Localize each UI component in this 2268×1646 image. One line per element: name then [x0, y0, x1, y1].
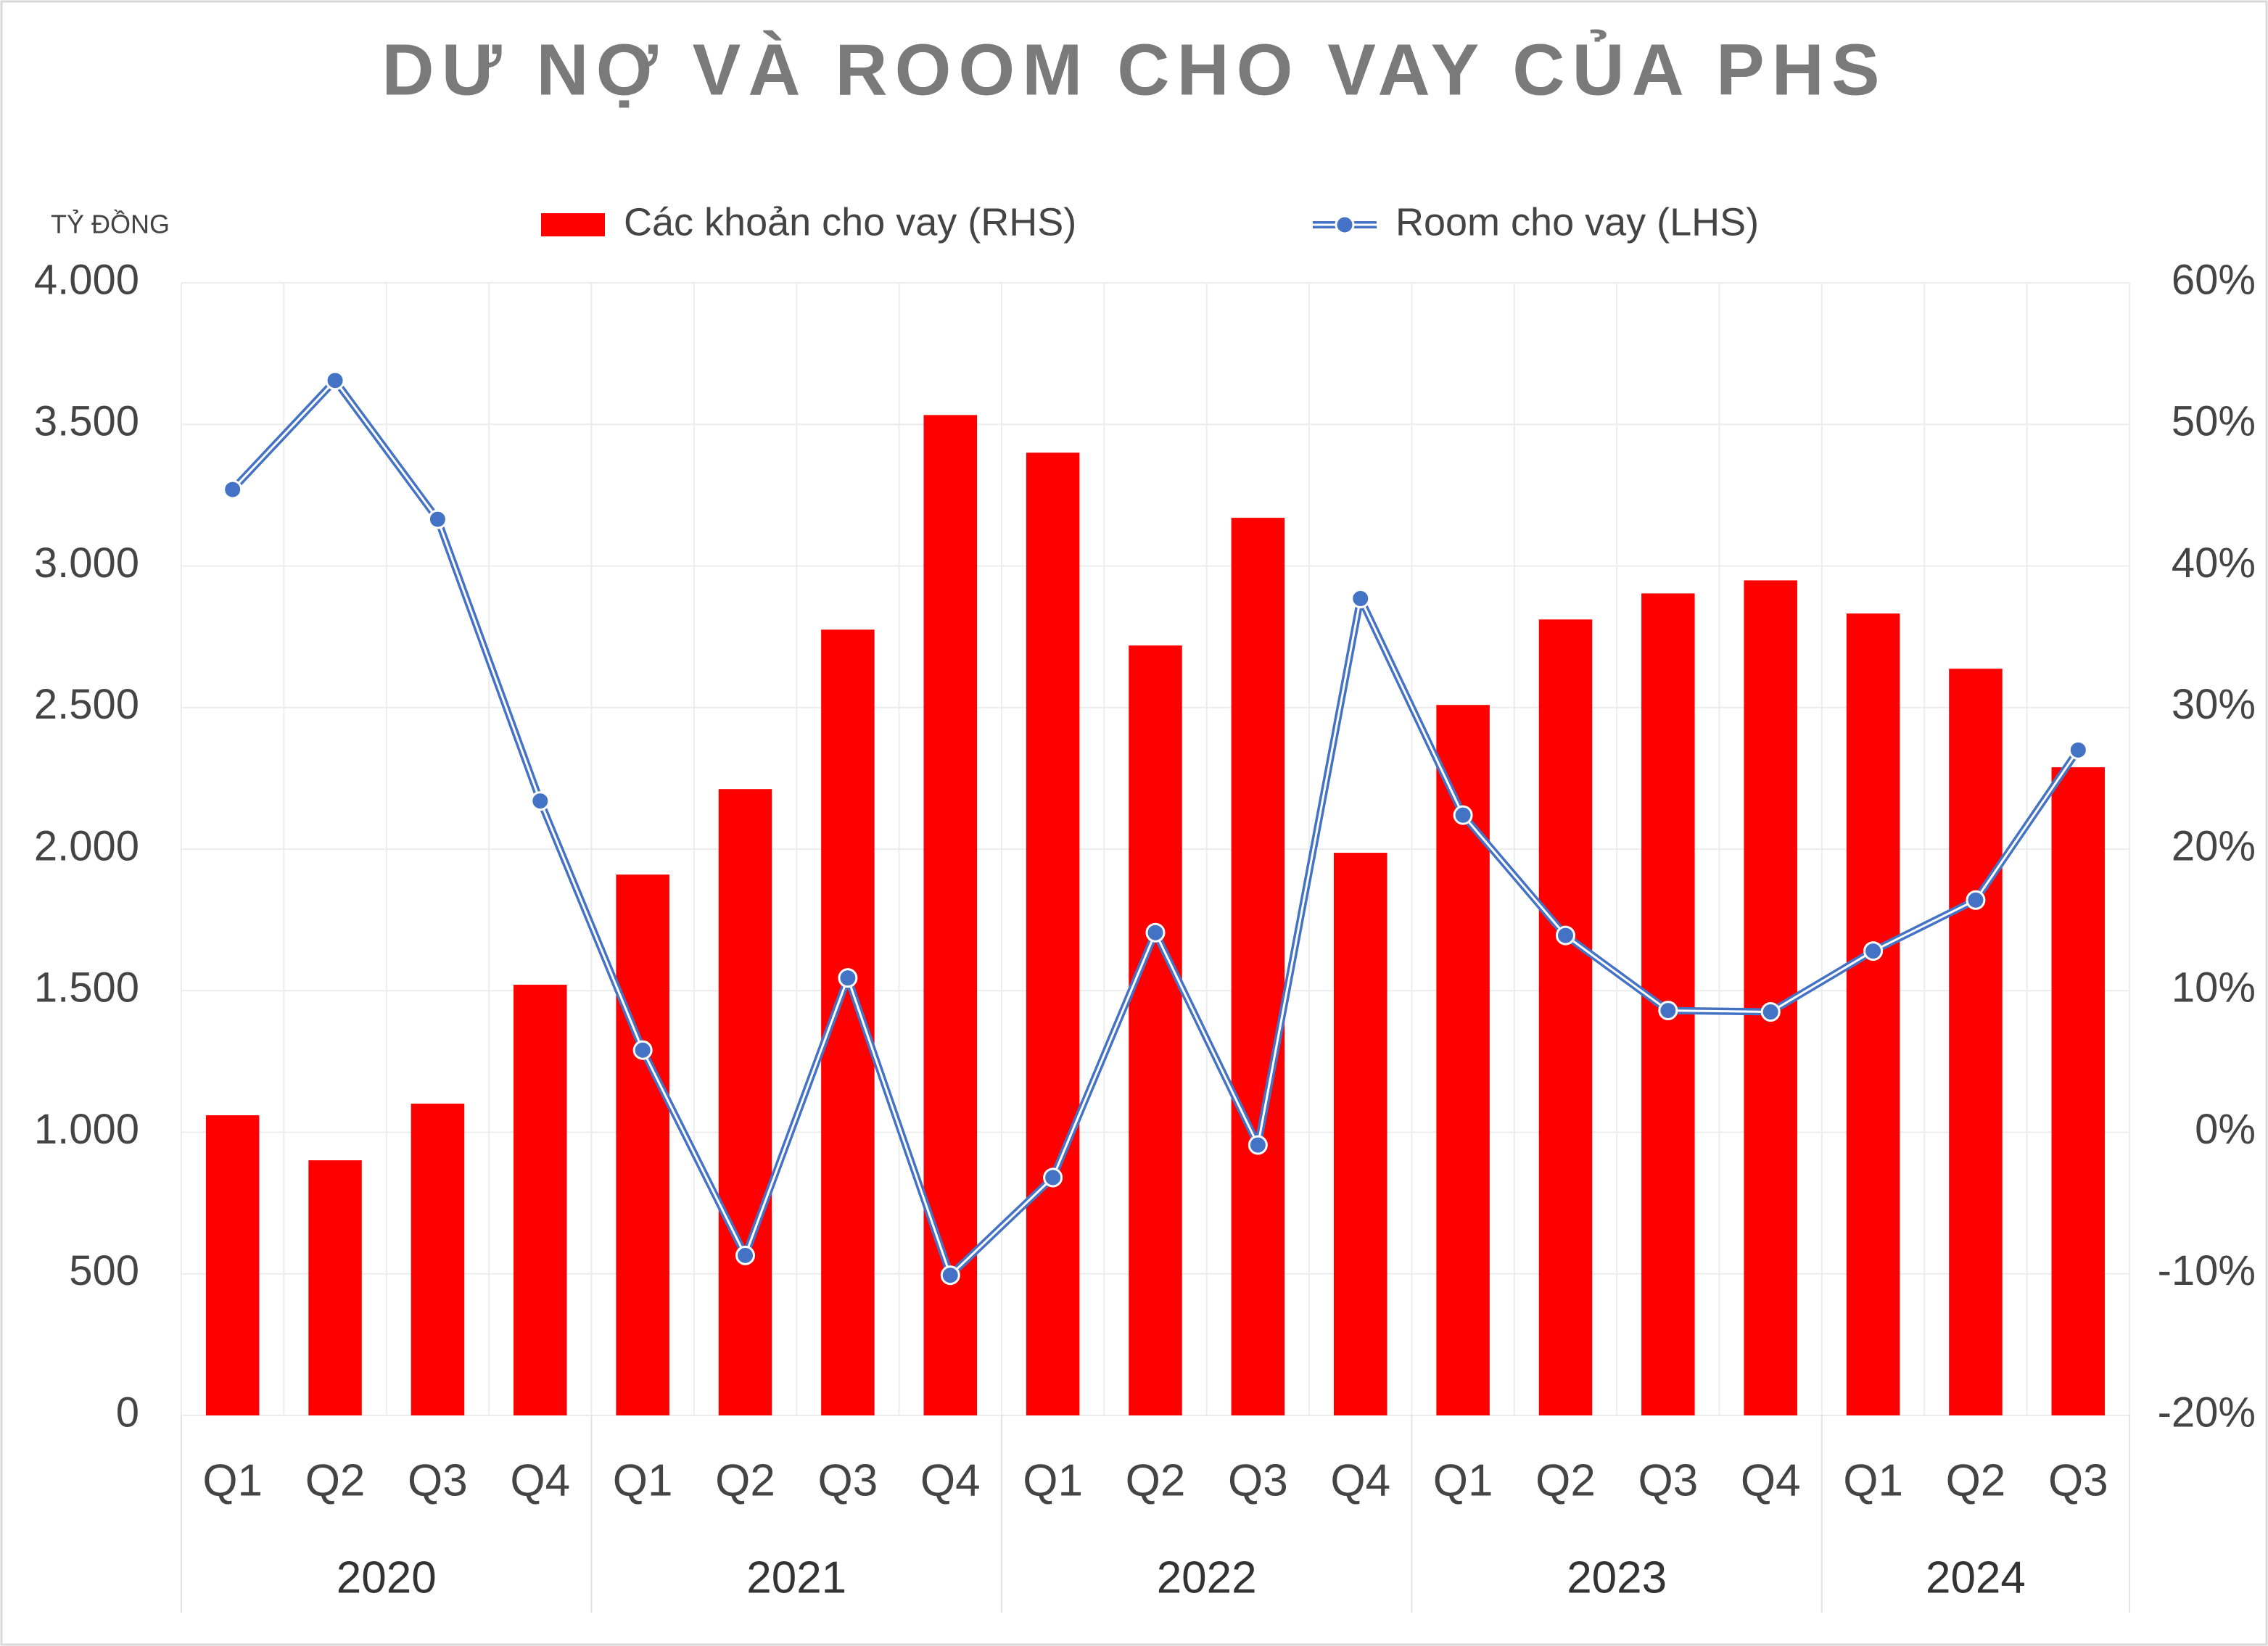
x-group-label: 2023	[1567, 1552, 1667, 1602]
line-point	[427, 509, 448, 529]
y-axis-label: TỶ ĐỒNG	[51, 209, 170, 239]
x-group-label: 2020	[337, 1552, 437, 1602]
bar	[411, 1104, 465, 1415]
bar	[1949, 669, 2003, 1416]
y-tick-label: 2.500	[34, 681, 139, 728]
line-point	[1760, 1002, 1781, 1022]
line-point	[1145, 922, 1166, 943]
line-point	[1043, 1167, 1063, 1188]
bar	[1231, 518, 1285, 1415]
y-tick-label: 500	[69, 1247, 139, 1294]
legend-swatch	[541, 213, 605, 236]
bar	[308, 1160, 362, 1415]
bar	[514, 985, 567, 1415]
x-tick-label: Q3	[1228, 1455, 1288, 1505]
y-tick-label: 4.000	[34, 256, 139, 303]
bar	[616, 874, 669, 1415]
y2-tick-label: 0%	[2195, 1106, 2256, 1153]
y-tick-label: 3.500	[34, 398, 139, 445]
x-group-label: 2024	[1926, 1552, 2026, 1602]
x-group-label: 2022	[1157, 1552, 1257, 1602]
bar	[1129, 645, 1182, 1416]
line-point	[1351, 588, 1371, 608]
line-point	[1248, 1135, 1268, 1155]
line-point	[1453, 805, 1473, 825]
line-point	[530, 791, 550, 811]
y2-tick-label: 30%	[2172, 681, 2256, 728]
x-tick-label: Q1	[1433, 1455, 1493, 1505]
line-point	[1863, 941, 1884, 961]
x-tick-label: Q3	[818, 1455, 878, 1505]
bar	[1538, 619, 1593, 1416]
x-tick-label: Q4	[1741, 1455, 1801, 1505]
x-tick-label: Q3	[1638, 1455, 1698, 1505]
line-point	[2068, 740, 2088, 760]
legend-swatch-point	[1335, 215, 1355, 235]
x-tick-label: Q4	[510, 1455, 570, 1505]
legend-label: Các khoản cho vay (RHS)	[624, 200, 1076, 244]
y-tick-label: 2.000	[34, 822, 139, 869]
bar	[1846, 613, 1900, 1415]
y2-tick-label: 60%	[2172, 256, 2256, 303]
x-tick-label: Q1	[202, 1455, 263, 1505]
line-point	[223, 479, 243, 500]
x-tick-label: Q1	[1023, 1455, 1083, 1505]
x-tick-label: Q2	[1535, 1455, 1596, 1505]
line-point	[940, 1265, 960, 1286]
y2-tick-label: 40%	[2172, 539, 2256, 587]
x-tick-label: Q1	[613, 1455, 673, 1505]
line-point	[325, 371, 345, 391]
bar	[1026, 452, 1080, 1415]
line-point	[735, 1245, 756, 1265]
y-tick-label: 3.000	[34, 539, 139, 587]
x-tick-label: Q2	[305, 1455, 366, 1505]
x-tick-label: Q3	[2048, 1455, 2108, 1505]
y2-tick-label: -20%	[2158, 1389, 2256, 1436]
line-point	[632, 1040, 653, 1060]
line-point	[1555, 925, 1575, 946]
bar	[205, 1115, 260, 1415]
y2-tick-label: 10%	[2172, 964, 2256, 1012]
chart-title: DƯ NỢ VÀ ROOM CHO VAY CỦA PHS	[382, 29, 1886, 110]
line-point	[1966, 890, 1986, 910]
x-group-label: 2021	[746, 1552, 846, 1602]
x-tick-label: Q2	[715, 1455, 775, 1505]
x-tick-label: Q4	[1330, 1455, 1390, 1505]
x-tick-label: Q2	[1946, 1455, 2006, 1505]
y-tick-label: 0	[116, 1389, 139, 1436]
bar	[1333, 853, 1387, 1415]
line-point	[838, 968, 858, 988]
bar	[2051, 767, 2106, 1415]
y2-tick-label: 20%	[2172, 822, 2256, 869]
y-tick-label: 1.000	[34, 1106, 139, 1153]
x-tick-label: Q3	[408, 1455, 468, 1505]
bar	[923, 415, 978, 1415]
line-point	[1658, 1001, 1678, 1021]
x-tick-label: Q1	[1843, 1455, 1903, 1505]
y-tick-label: 1.500	[34, 964, 139, 1012]
y2-tick-label: -10%	[2158, 1247, 2256, 1294]
y2-tick-label: 50%	[2172, 398, 2256, 445]
x-tick-label: Q4	[920, 1455, 981, 1505]
legend-label: Room cho vay (LHS)	[1395, 200, 1759, 244]
bar	[718, 789, 772, 1415]
x-tick-label: Q2	[1126, 1455, 1186, 1505]
